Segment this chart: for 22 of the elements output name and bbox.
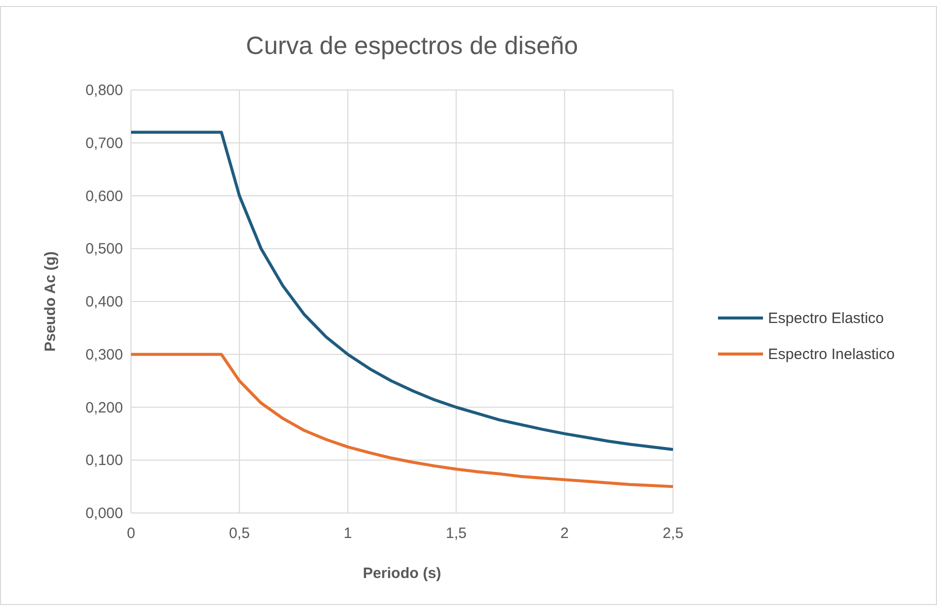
y-tick-label: 0,100 bbox=[85, 452, 123, 470]
x-tick-label: 0,5 bbox=[228, 525, 250, 542]
x-tick-label: 1 bbox=[344, 525, 352, 542]
line-series bbox=[130, 130, 674, 452]
line-series bbox=[130, 352, 674, 488]
x-tick-label: 2 bbox=[560, 525, 569, 542]
y-tick-label: 0,800 bbox=[85, 82, 123, 99]
x-tick-label: 2,5 bbox=[662, 525, 684, 542]
y-tick-label: 0,500 bbox=[85, 240, 123, 258]
chart-title: Curva de espectros de diseño bbox=[246, 32, 578, 60]
y-tick-label: 0,600 bbox=[85, 188, 123, 205]
legend-label: Espectro Elastico bbox=[768, 310, 884, 327]
legend-label: Espectro Inelastico bbox=[768, 346, 895, 363]
x-axis-title: Periodo (s) bbox=[362, 565, 442, 582]
y-tick-label: 0,300 bbox=[85, 346, 123, 364]
y-tick-label: 0,400 bbox=[85, 294, 123, 310]
y-axis-title: Pseudo Ac (g) bbox=[42, 251, 59, 352]
x-tick-label: 0 bbox=[126, 525, 136, 542]
y-tick-label: 0,200 bbox=[85, 399, 123, 416]
x-tick-label: 1,5 bbox=[446, 525, 467, 542]
y-tick-label: 0,000 bbox=[85, 505, 123, 522]
y-tick-label: 0,700 bbox=[85, 134, 123, 152]
